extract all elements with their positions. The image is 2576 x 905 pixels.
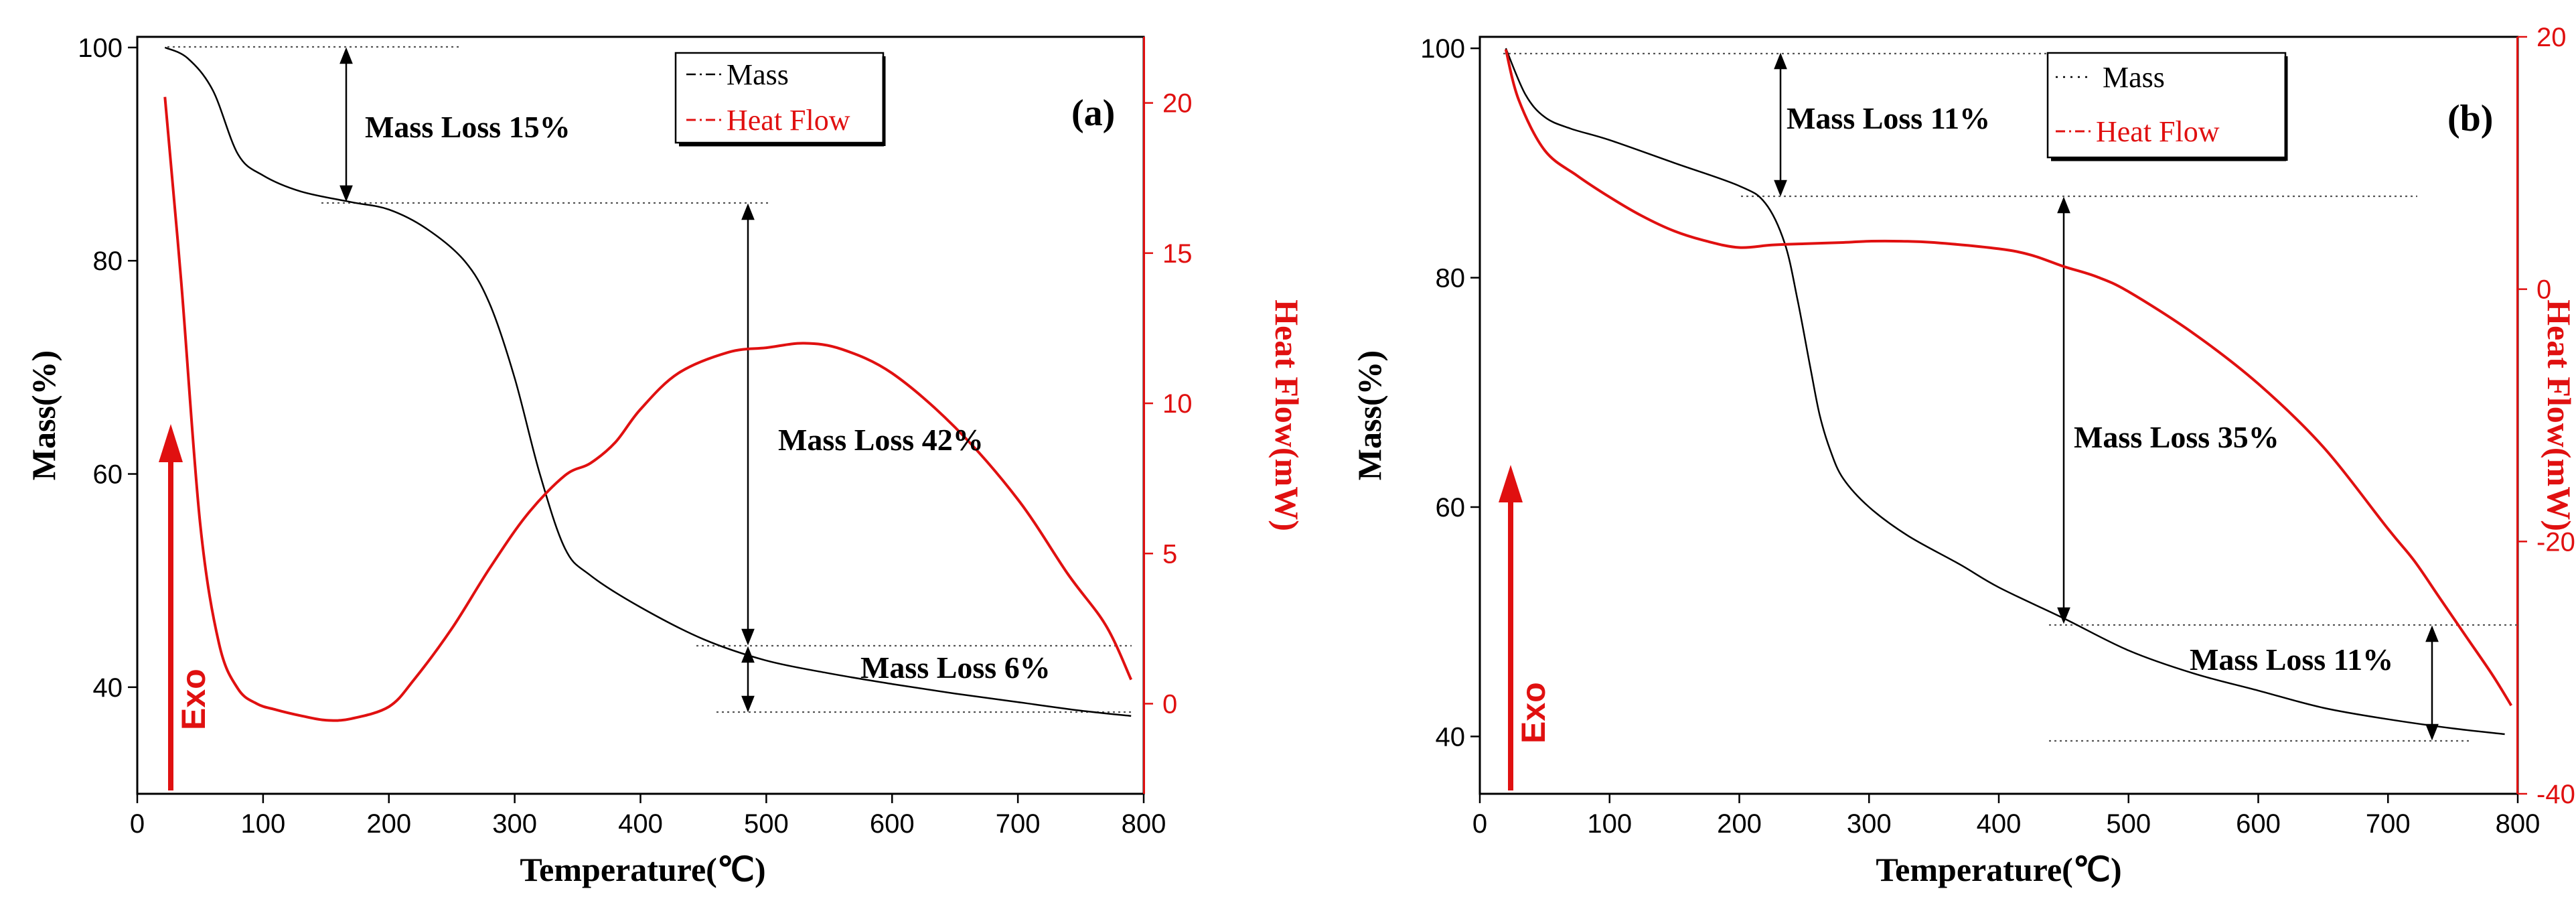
panel-a-y2-tick-label: 0 <box>1162 689 1177 719</box>
legend-mass-label: Mass <box>727 58 789 91</box>
panel-b-x-tick-label: 800 <box>2496 809 2541 839</box>
panel-a-x-tick-label: 400 <box>618 809 663 839</box>
panel-b-xlabel: Temperature(℃) <box>1876 851 2121 888</box>
panel-b-ylabel: Mass(%) <box>1351 350 1388 480</box>
panel-a-y-tick-label: 80 <box>93 247 123 276</box>
panel-a-y-tick-label: 40 <box>93 673 123 703</box>
panel-b-label: (b) <box>2447 98 2493 139</box>
panel-b-frame <box>1479 36 2519 795</box>
panel-a-x-tick-label: 300 <box>492 809 537 839</box>
panel-b-y2label: Heat Flow(mW) <box>2541 299 2576 531</box>
panel-b-y-tick-label: 100 <box>1420 34 1465 64</box>
panel-b-y-tick-label: 60 <box>1436 493 1466 523</box>
panel-b-x-ticks: 0 100 200 300 400 500 600 700 800 <box>1472 794 2541 839</box>
panel-a-arrows <box>339 47 755 713</box>
panel-b-annotation-3: Mass Loss 11% <box>2190 642 2393 677</box>
panel-a-x-tick-label: 800 <box>1122 809 1166 839</box>
panel-a-x-tick-label: 200 <box>366 809 411 839</box>
panel-b-exo-label: Exo <box>1515 682 1552 744</box>
panel-b-x-tick-label: 0 <box>1472 809 1487 839</box>
panel-a-y2-tick-label: 5 <box>1162 539 1177 569</box>
panel-b-right-axis-line <box>2516 37 2518 794</box>
panel-b-series-mass <box>1505 48 2505 736</box>
panel-b-y2-tick-label: -20 <box>2536 527 2575 557</box>
panel-a-label: (a) <box>1071 92 1115 134</box>
panel-a-y2-tick-label: 10 <box>1162 389 1193 419</box>
panel-b-arrows <box>1774 52 2439 741</box>
panel-b-x-tick-label: 400 <box>1977 809 2022 839</box>
panel-b-guides <box>1503 52 2518 742</box>
panel-a-y2-tick-label: 15 <box>1162 239 1193 269</box>
panel-a-y2label: Heat Flow(mW) <box>1268 299 1306 531</box>
panel-b-exo-indicator: Exo <box>1499 465 1552 790</box>
panel-b-x-tick-label: 500 <box>2106 809 2151 839</box>
panel-a-annotation-2: Mass Loss 42% <box>778 423 984 457</box>
panel-b-x-tick-label: 600 <box>2236 809 2281 839</box>
panel-a-x-ticks: 0 100 200 300 400 500 600 700 800 <box>130 794 1166 839</box>
panel-b-x-tick-label: 700 <box>2366 809 2411 839</box>
panel-b-x-tick-label: 200 <box>1717 809 1762 839</box>
panel-b-y-tick-label: 40 <box>1436 722 1466 752</box>
panel-b-y2-tick-label: -40 <box>2536 780 2575 809</box>
panel-a-x-tick-label: 600 <box>870 809 915 839</box>
panel-a-xlabel: Temperature(℃) <box>520 851 765 888</box>
panel-b-annotation-2: Mass Loss 35% <box>2074 420 2279 454</box>
legend-heat-label: Heat Flow <box>727 104 850 137</box>
panel-a-ylabel: Mass(%) <box>25 350 62 480</box>
panel-a-x-tick-label: 100 <box>241 809 286 839</box>
panel-a-x-tick-label: 0 <box>130 809 145 839</box>
panel-b-x-tick-label: 300 <box>1847 809 1892 839</box>
panel-a-legend: Mass Heat Flow <box>674 52 886 147</box>
panel-a-series-mass <box>164 46 1132 717</box>
panel-b-y2-tick-label: 0 <box>2536 275 2551 305</box>
legend-mass-label: Mass <box>2103 61 2165 94</box>
panel-a-right-axis-line <box>1143 37 1145 794</box>
panel-a-annotation-1: Mass Loss 15% <box>365 110 571 144</box>
panel-b-legend: Mass Heat Flow <box>2046 52 2288 161</box>
panel-b-y2-ticks: -40 -20 0 20 <box>2518 23 2575 809</box>
panel-a-y2-ticks: 0 5 10 15 20 <box>1144 89 1193 719</box>
panel-a-y-tick-label: 100 <box>78 33 123 63</box>
panel-a-x-tick-label: 700 <box>996 809 1041 839</box>
panel-b-y-ticks: 40 60 80 100 <box>1420 34 1480 752</box>
panel-a-exo-label: Exo <box>175 669 212 730</box>
panel-b-y2-tick-label: 20 <box>2536 23 2567 52</box>
panel-a-guides <box>167 46 1132 713</box>
panel-b-series-heat-flow <box>1504 49 2513 707</box>
panel-a-annotation-3: Mass Loss 6% <box>860 650 1051 685</box>
panel-a-x-tick-label: 500 <box>744 809 789 839</box>
panel-b-annotation-1: Mass Loss 11% <box>1787 101 1990 135</box>
panel-b-y-tick-label: 80 <box>1436 264 1466 293</box>
panel-b-x-tick-label: 100 <box>1587 809 1632 839</box>
panel-a-series-heat-flow <box>163 96 1133 722</box>
panel-a-exo-indicator: Exo <box>159 424 212 790</box>
panel-a: 0 100 200 300 400 500 600 700 800 40 60 80 100 0 5 10… <box>25 33 1306 888</box>
panel-a-y-ticks: 40 60 80 100 <box>78 33 137 703</box>
panel-a-y2-tick-label: 20 <box>1162 89 1193 119</box>
panel-a-y-tick-label: 60 <box>93 460 123 490</box>
legend-heat-label: Heat Flow <box>2096 115 2220 148</box>
